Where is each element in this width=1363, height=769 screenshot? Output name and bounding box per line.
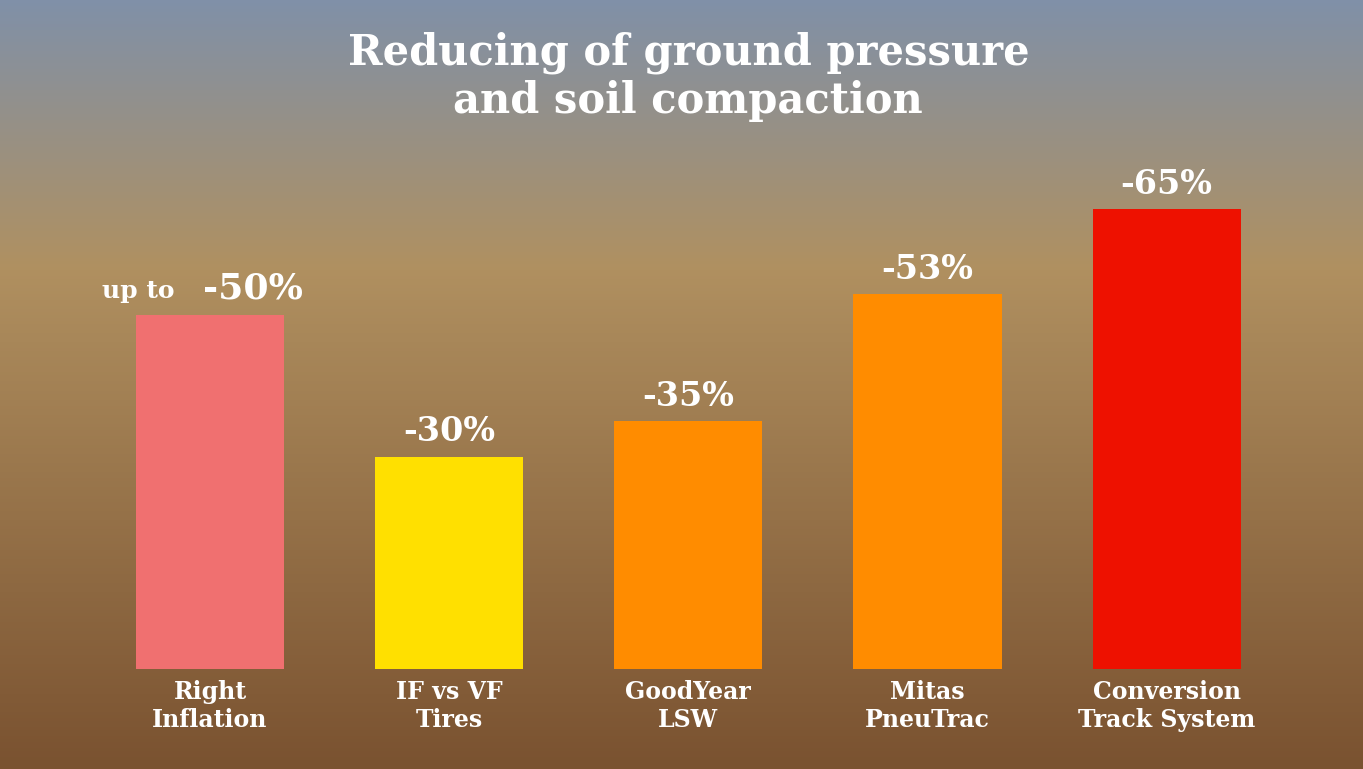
Bar bbox=[1093, 209, 1240, 669]
Title: Reducing of ground pressure
and soil compaction: Reducing of ground pressure and soil com… bbox=[348, 32, 1029, 122]
Text: up to: up to bbox=[102, 279, 184, 303]
Text: -53%: -53% bbox=[882, 252, 973, 285]
Text: -50%: -50% bbox=[203, 271, 303, 305]
Text: -35%: -35% bbox=[642, 380, 735, 413]
Bar bbox=[136, 315, 284, 669]
Bar bbox=[853, 294, 1002, 669]
Text: -30%: -30% bbox=[403, 415, 495, 448]
Text: -65%: -65% bbox=[1120, 168, 1213, 201]
Bar bbox=[615, 421, 762, 669]
Bar bbox=[375, 457, 523, 669]
